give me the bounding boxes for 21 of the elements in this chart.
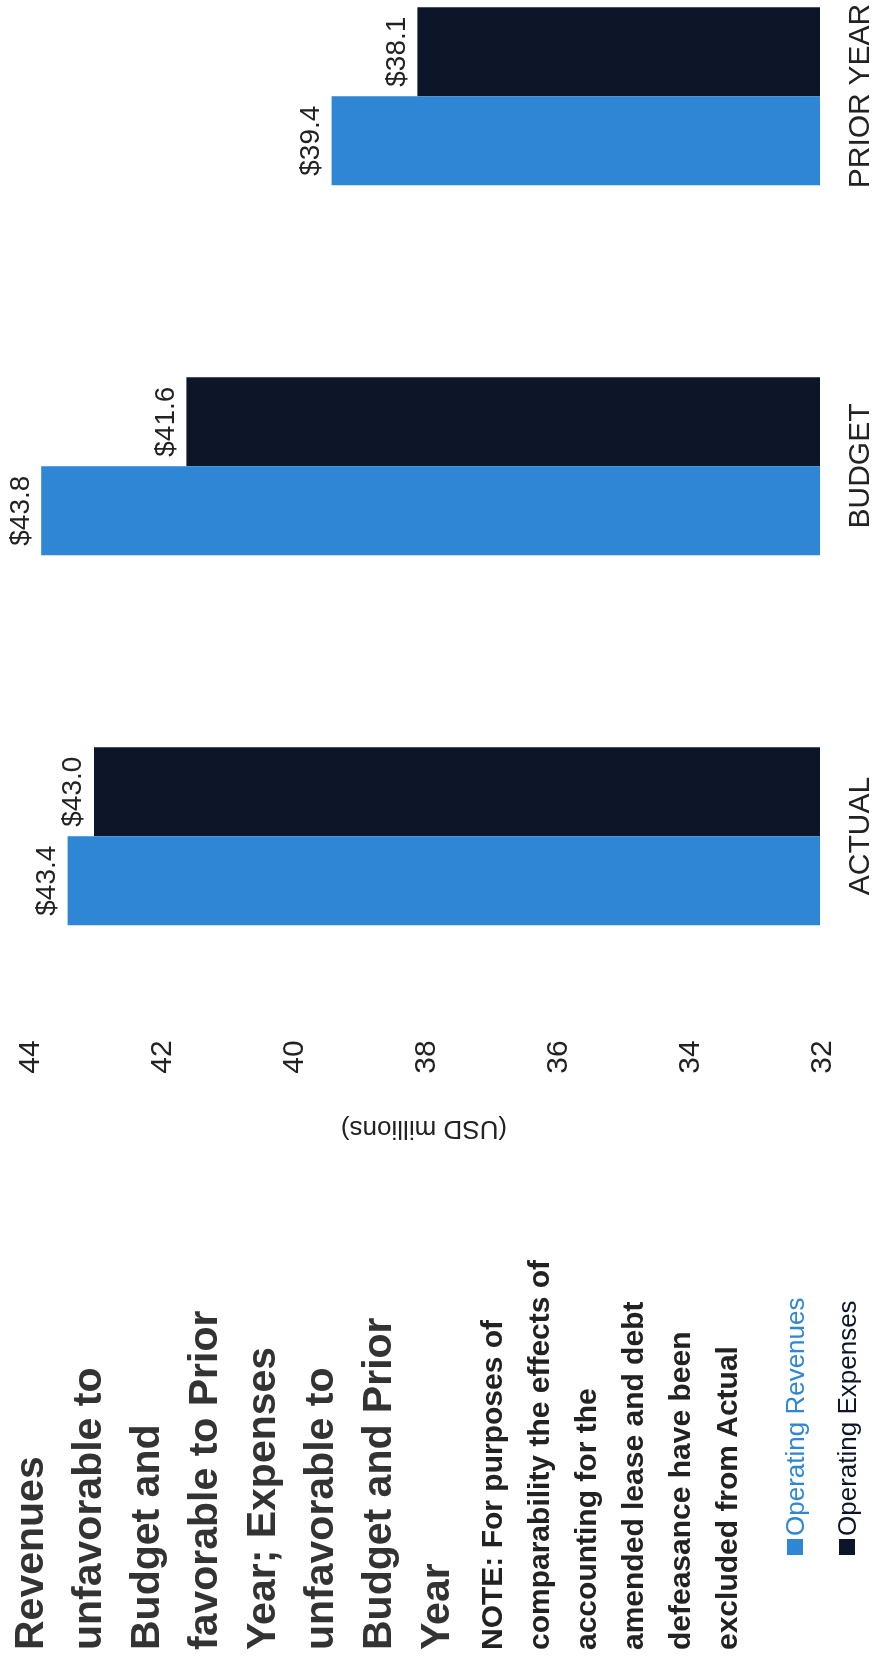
x-tick-label: 40 [275,1040,309,1074]
data-label: $41.6 [148,386,180,457]
data-label: $39.4 [294,105,326,176]
x-axis-title: (USD millions) [340,1115,508,1145]
y-tick-label: ACTUAL [841,776,875,896]
data-label: $43.8 [3,475,35,546]
x-tick-label: 38 [407,1040,441,1074]
text: Operating Expenses [831,1300,863,1536]
y-tick-label: BUDGET [841,403,875,529]
y-tick-label: PRIOR YEAR [841,3,875,189]
data-label: $38.1 [379,16,411,87]
text: NOTE: For purposes of comparability the effects of accounting for the amended lease and debt defeasance have been excluded from Actual [474,1258,744,1650]
x-tick-label: 34 [671,1040,705,1074]
x-tick-label: 36 [539,1040,573,1074]
data-label: $43.4 [30,845,62,916]
text: Revenues unfavorable to Budget and favorable to Prior Year; Expenses unfavorable to Budget and Prior Year [5,1309,459,1650]
x-tick-label: 32 [803,1040,837,1074]
x-tick-label: 44 [11,1040,45,1074]
x-tick-label: 42 [143,1040,177,1074]
data-label: $43.0 [56,756,88,827]
text: Operating Revenues [779,1297,811,1536]
